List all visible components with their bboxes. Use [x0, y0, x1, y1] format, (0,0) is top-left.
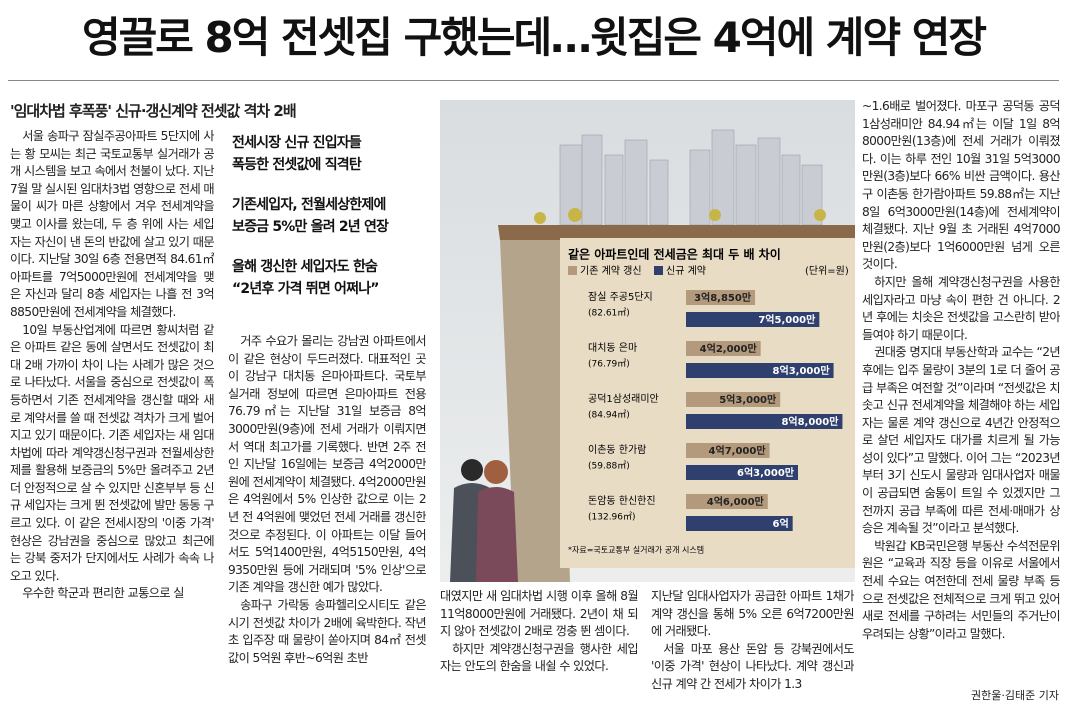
- chart-unit: (단위=원): [805, 264, 849, 277]
- paragraph: 권대중 명지대 부동산학과 교수는 “2년 후에는 입주 물량이 3분의 1로 …: [862, 345, 1060, 536]
- headline: 영끌로 8억 전셋집 구했는데…윗집은 4억에 계약 연장: [82, 13, 987, 62]
- paragraph: 하지만 올해 계약갱신청구권을 사용한 세입자라고 마냥 속이 편한 건 아니다…: [862, 274, 1060, 342]
- paragraph: 하지만 계약갱신청구권을 행사한 세입자는 안도의 한숨을 내쉴 수 있었다.: [440, 641, 638, 674]
- trees: [534, 208, 826, 224]
- rule: [8, 80, 1059, 81]
- column: 대였지만 새 임대차법 시행 이후 올해 8월 11억8000만원에 거래됐다.…: [440, 588, 638, 704]
- bar-label: 6억: [772, 518, 788, 530]
- bar: [686, 392, 781, 407]
- paragraph: 10일 부동산업계에 따르면 황씨처럼 같은 아파트 같은 동에 살면서도 전셋…: [10, 322, 214, 583]
- chart-title: 같은 아파트인데 전세금은 최대 두 배 차이: [568, 247, 781, 262]
- bar-label: 4억7,000만: [709, 444, 767, 457]
- paragraph: 박원갑 KB국민은행 부동산 수석전문위원은 “교육과 직장 등을 이유로 서울…: [862, 538, 1060, 641]
- bar: [686, 290, 756, 305]
- pull-quote: 전세시장 신규 진입자들 폭등한 전셋값에 직격탄: [232, 135, 362, 173]
- category-label: 대치동 은마: [588, 342, 637, 354]
- category-label: 공덕1삼성래미안: [588, 393, 659, 405]
- bar-label: 4억6,000만: [707, 495, 765, 508]
- column: ~1.6배로 벌어졌다. 마포구 공덕동 공덕1삼성래미안 84.94㎡는 이달…: [862, 98, 1060, 688]
- legend-swatch: [568, 266, 577, 275]
- category-label: 돈암동 한신한진: [588, 495, 656, 507]
- category-label: 이촌동 한가람: [588, 443, 646, 456]
- bar: [686, 494, 768, 509]
- bar-label: 6억3,000만: [737, 466, 795, 479]
- paragraph: 우수한 학군과 편리한 교통으로 실: [22, 586, 184, 601]
- paragraph: 송파구 가락동 송파헬리오시티도 같은 시기 전셋값 차이가 2배에 육박한다.…: [228, 597, 426, 665]
- bar-label: 5억3,000만: [719, 393, 777, 406]
- legend-label: 기존 계약 갱신: [580, 265, 642, 277]
- category-area: (132.96㎡): [588, 512, 636, 523]
- subhead: '임대차법 후폭풍' 신규·갱신계약 전셋값 격차 2배: [10, 102, 297, 120]
- paragraph: ~1.6배로 벌어졌다. 마포구 공덕동 공덕1삼성래미안 84.94㎡는 이달…: [862, 99, 1060, 272]
- legend-label: 신규 계약: [666, 265, 706, 277]
- pull-quote: 기존세입자, 전월세상한제에 보증금 5%만 올려 2년 연장: [232, 197, 389, 235]
- paragraph: 대였지만 새 임대차법 시행 이후 올해 8월 11억8000만원에 거래됐다.…: [440, 589, 638, 639]
- bar: [686, 414, 843, 429]
- bar: [686, 465, 798, 480]
- paragraph: 거주 수요가 몰리는 강남권 아파트에서 이 같은 현상이 두드러졌다. 대표적…: [228, 334, 426, 595]
- bar: [686, 363, 834, 378]
- column: 지난달 임대사업자가 공급한 아파트 1채가 계약 갱신을 통해 5% 오른 6…: [651, 588, 854, 704]
- bar-label: 3억8,850만: [694, 291, 752, 304]
- buildings: [559, 129, 823, 226]
- bar-label: 7억5,000만: [758, 313, 816, 326]
- chart: 같은 아파트인데 전세금은 최대 두 배 차이 (단위=원) *자료=국토교통부…: [440, 100, 855, 582]
- column: 서울 송파구 잠실주공아파트 5단지에 사는 황 모씨는 최근 국토교통부 실거…: [10, 128, 214, 704]
- bar: [686, 516, 793, 531]
- people: [450, 459, 518, 582]
- cliff: [500, 240, 570, 582]
- cliff-top: [498, 225, 855, 240]
- pull-quote: 올해 갱신한 세입자도 한숨 “2년후 가격 뛰면 어쩌나”: [232, 259, 379, 297]
- category-area: (76.79㎡): [588, 359, 630, 370]
- bar: [686, 341, 761, 356]
- bar-label: 8억3,000만: [773, 364, 831, 377]
- category-area: (59.88㎡): [588, 461, 630, 472]
- bar-label: 4억2,000만: [700, 342, 758, 355]
- bar: [686, 312, 820, 327]
- column: 거주 수요가 몰리는 강남권 아파트에서 이 같은 현상이 두드러졌다. 대표적…: [228, 333, 426, 704]
- bar-label: 8억8,000만: [781, 415, 839, 428]
- byline: 권한울·김태준 기자: [967, 687, 1059, 703]
- chart-source: *자료=국토교통부 실거래가 공개 시스템: [568, 545, 704, 555]
- paragraph: 서울 송파구 잠실주공아파트 5단지에 사는 황 모씨는 최근 국토교통부 실거…: [10, 129, 214, 319]
- category-area: (82.61㎡): [588, 308, 630, 319]
- category-label: 잠실 주공5단지: [588, 291, 653, 303]
- paragraph: 서울 마포 용산 돈암 등 강북권에서도 '이중 가격' 현상이 나타났다. 계…: [651, 641, 854, 691]
- legend-swatch: [654, 266, 663, 275]
- paragraph: 지난달 임대사업자가 공급한 아파트 1채가 계약 갱신을 통해 5% 오른 6…: [651, 589, 854, 639]
- category-area: (84.94㎡): [588, 410, 630, 421]
- bar: [686, 443, 770, 458]
